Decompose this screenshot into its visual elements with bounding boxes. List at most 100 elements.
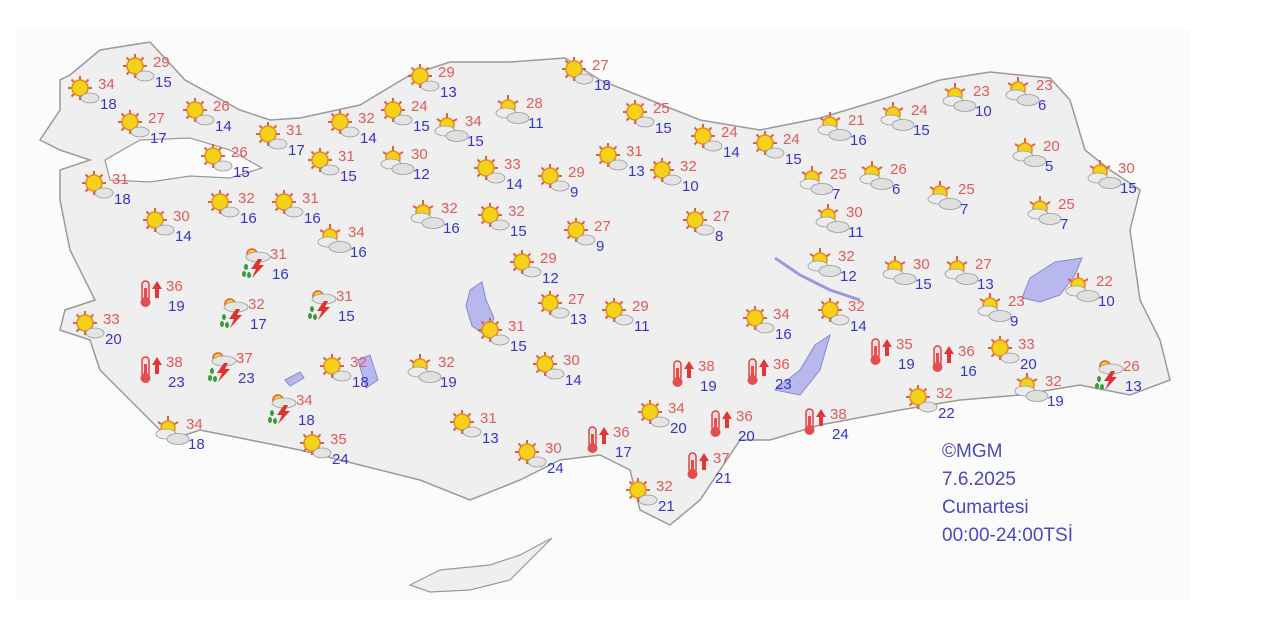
- high-temp: 32: [680, 158, 697, 175]
- low-temp: 19: [1047, 393, 1064, 410]
- high-temp: 29: [632, 298, 649, 315]
- high-temp: 31: [626, 143, 643, 160]
- low-temp: 18: [100, 96, 117, 113]
- low-temp: 15: [467, 133, 484, 150]
- low-temp: 8: [715, 228, 723, 245]
- station-forecast: 257: [1027, 195, 1075, 233]
- high-temp: 26: [1123, 358, 1140, 375]
- high-temp: 24: [911, 102, 928, 119]
- high-temp: 35: [896, 336, 913, 353]
- low-temp: 15: [338, 308, 355, 325]
- low-temp: 16: [850, 132, 867, 149]
- low-temp: 16: [272, 266, 289, 283]
- high-temp: 27: [568, 291, 585, 308]
- high-temp: 27: [148, 110, 165, 127]
- high-temp: 23: [973, 83, 990, 100]
- high-temp: 26: [231, 144, 248, 161]
- low-temp: 14: [850, 318, 867, 335]
- high-temp: 38: [830, 406, 847, 423]
- low-temp: 13: [628, 163, 645, 180]
- low-temp: 9: [596, 238, 604, 255]
- station-forecast: 299: [537, 163, 585, 201]
- high-temp: 35: [330, 431, 347, 448]
- high-temp: 37: [236, 350, 253, 367]
- low-temp: 9: [570, 184, 578, 201]
- high-temp: 32: [936, 385, 953, 402]
- low-temp: 19: [898, 356, 915, 373]
- high-temp: 24: [783, 131, 800, 148]
- high-temp: 34: [186, 416, 203, 433]
- high-temp: 32: [350, 354, 367, 371]
- high-temp: 25: [1058, 196, 1075, 213]
- low-temp: 6: [892, 181, 900, 198]
- low-temp: 24: [332, 451, 349, 468]
- low-temp: 16: [240, 210, 257, 227]
- low-temp: 7: [832, 186, 840, 203]
- low-temp: 21: [658, 498, 675, 515]
- copyright-label: ©MGM: [942, 441, 1003, 462]
- low-temp: 12: [840, 268, 857, 285]
- low-temp: 15: [655, 120, 672, 137]
- low-temp: 11: [848, 224, 864, 241]
- low-temp: 7: [960, 201, 968, 218]
- high-temp: 32: [441, 200, 458, 217]
- low-temp: 19: [440, 374, 457, 391]
- high-temp: 34: [773, 306, 790, 323]
- high-temp: 32: [238, 190, 255, 207]
- low-temp: 16: [350, 244, 367, 261]
- low-temp: 10: [1098, 293, 1115, 310]
- high-temp: 25: [830, 166, 847, 183]
- station-forecast: 257: [927, 180, 975, 218]
- low-temp: 21: [715, 470, 732, 487]
- low-temp: 15: [413, 118, 430, 135]
- high-temp: 24: [411, 98, 428, 115]
- cyprus: [408, 537, 553, 593]
- high-temp: 31: [508, 318, 525, 335]
- low-temp: 16: [960, 363, 977, 380]
- low-temp: 17: [288, 142, 305, 159]
- high-temp: 34: [296, 392, 313, 409]
- low-temp: 20: [670, 420, 687, 437]
- low-temp: 15: [510, 223, 527, 240]
- map-legend: ©MGM 7.6.2025 Cumartesi 00:00-24:00TSİ: [942, 438, 1073, 550]
- high-temp: 37: [713, 450, 730, 467]
- high-temp: 27: [975, 256, 992, 273]
- lake-van: [1021, 257, 1083, 303]
- low-temp: 13: [440, 84, 457, 101]
- low-temp: 14: [215, 118, 232, 135]
- low-temp: 18: [188, 436, 205, 453]
